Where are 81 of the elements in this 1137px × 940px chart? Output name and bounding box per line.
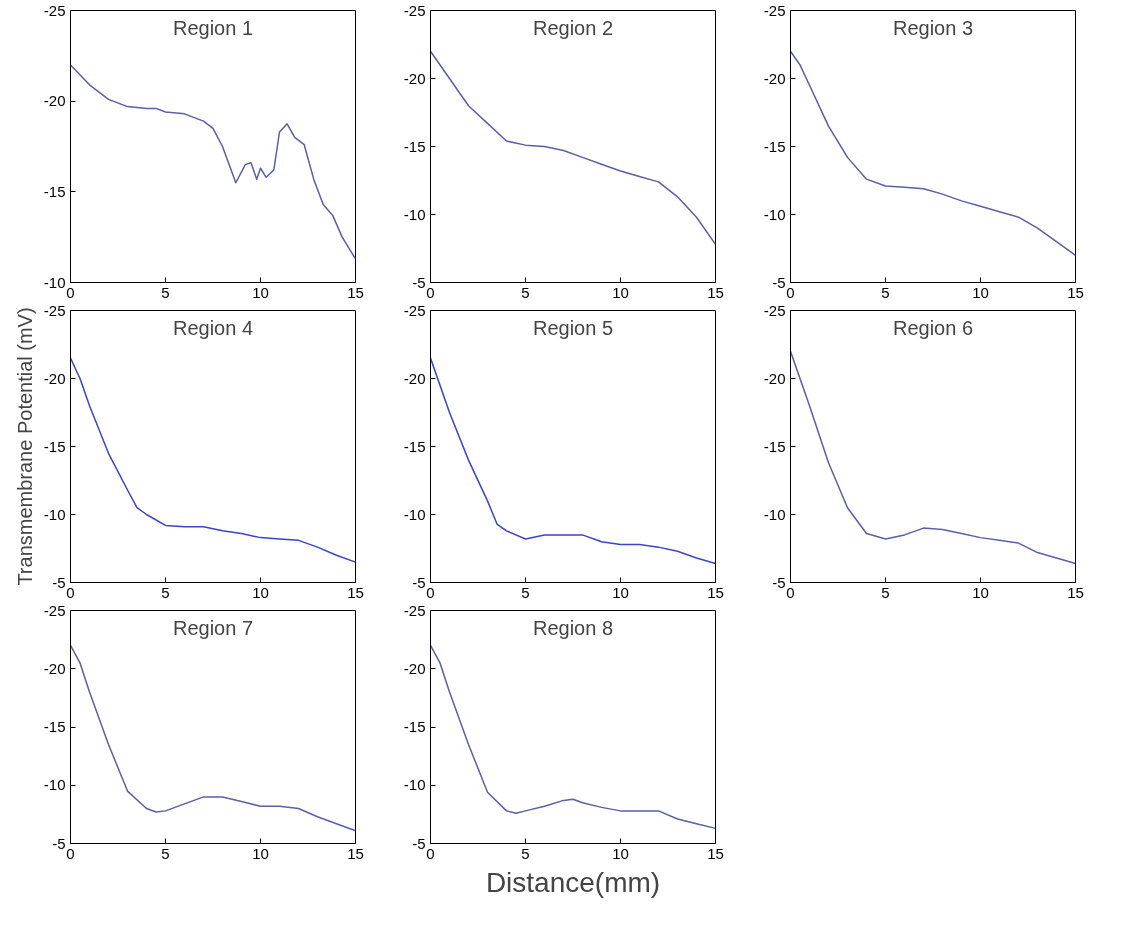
y-tick-label: -25 [43,1,66,19]
x-tick-label: 10 [612,283,629,301]
chart-title: Region 1 [172,16,254,39]
x-tick-label: 10 [252,283,269,301]
y-tick-label: -10 [43,776,66,794]
x-tick-label: 15 [707,583,724,601]
y-tick-label: -5 [412,834,426,852]
chart-title: Region 7 [172,616,254,639]
x-tick-label: 0 [66,583,75,601]
y-tick-label: -15 [403,137,426,155]
x-tick-label: 15 [347,283,364,301]
chart-title: Region 4 [172,316,254,339]
y-tick-label: -20 [43,659,66,677]
y-tick-label: -15 [763,137,786,155]
y-tick-label: -5 [772,573,786,591]
y-tick-label: -20 [403,369,426,387]
chart-title: Region 3 [892,16,974,39]
y-tick-label: -20 [43,369,66,387]
x-tick-label: 10 [252,583,269,601]
y-tick-label: -20 [763,369,786,387]
x-tick-label: 10 [612,583,629,601]
y-tick-label: -15 [763,437,786,455]
y-tick-label: -10 [763,205,786,223]
x-tick-label: 0 [66,283,75,301]
x-tick-label: 0 [426,844,435,862]
x-tick-label: 5 [521,844,530,862]
y-tick-label: -15 [43,437,66,455]
y-tick-label: -15 [403,718,426,735]
x-tick-label: 5 [881,283,890,301]
y-tick-label: -10 [403,205,426,223]
y-tick-label: -20 [403,69,426,87]
x-tick-label: 0 [426,583,435,601]
chart-title: Region 6 [892,316,974,339]
x-tick-label: 10 [972,283,989,301]
chart-title: Region 2 [532,16,614,39]
y-tick-label: -5 [772,273,786,291]
x-tick-label: 5 [521,283,530,301]
y-tick-label: -15 [43,182,66,200]
x-tick-label: 0 [426,283,435,301]
y-tick-label: -20 [43,92,66,110]
y-tick-label: -25 [403,301,426,319]
chart-title: Region 8 [532,616,614,639]
x-tick-label: 15 [707,844,724,862]
y-tick-label: -5 [52,573,66,591]
x-tick-label: 10 [972,583,989,601]
x-tick-label: 15 [347,583,364,601]
y-tick-label: -25 [403,1,426,19]
chart-title: Region 5 [532,316,614,339]
x-tick-label: 5 [881,583,890,601]
x-tick-label: 15 [1067,283,1084,301]
y-tick-label: -25 [763,1,786,19]
x-tick-label: 0 [66,844,75,862]
y-tick-label: -5 [412,573,426,591]
y-tick-label: -25 [763,301,786,319]
x-tick-label: 15 [1067,583,1084,601]
y-tick-label: -5 [52,834,66,852]
x-axis-title: Distance(mm) [485,866,661,898]
y-tick-label: -25 [43,301,66,319]
y-tick-label: -10 [43,273,66,291]
x-tick-label: 15 [707,283,724,301]
y-tick-label: -10 [403,776,426,794]
x-tick-label: 5 [161,844,170,862]
y-tick-label: -10 [43,505,66,523]
y-tick-label: -25 [403,601,426,619]
y-tick-label: -15 [403,437,426,455]
y-axis-title: Transmembrane Potential (mV) [13,307,36,586]
x-tick-label: 10 [612,844,629,862]
x-tick-label: 5 [161,583,170,601]
y-tick-label: -20 [403,659,426,677]
y-tick-label: -15 [43,718,66,735]
x-tick-label: 5 [521,583,530,601]
y-tick-label: -25 [43,601,66,619]
x-tick-label: 15 [347,844,364,862]
x-tick-label: 10 [252,844,269,862]
y-tick-label: -20 [763,69,786,87]
y-tick-label: -5 [412,273,426,291]
y-tick-label: -10 [403,505,426,523]
y-tick-label: -10 [763,505,786,523]
x-tick-label: 5 [161,283,170,301]
x-tick-label: 0 [786,283,795,301]
x-tick-label: 0 [786,583,795,601]
